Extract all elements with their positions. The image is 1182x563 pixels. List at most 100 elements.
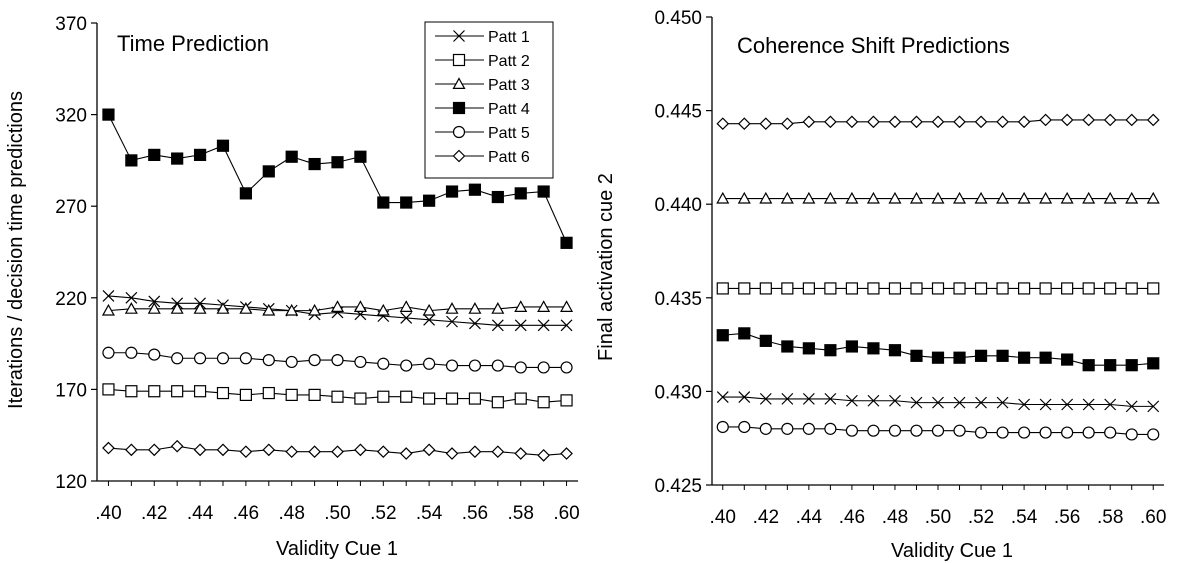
left-y-tick-label: 370 bbox=[55, 14, 87, 35]
right-x-tick-label: .58 bbox=[1097, 507, 1123, 528]
right-x-axis-label: Validity Cue 1 bbox=[891, 540, 1013, 562]
right-data-point bbox=[759, 392, 772, 405]
right-data-point bbox=[974, 282, 988, 295]
left-data-point bbox=[468, 302, 482, 314]
left-x-tick-label: .50 bbox=[324, 503, 350, 524]
right-y-tick-label: 0.440 bbox=[654, 195, 702, 216]
right-data-point bbox=[1147, 357, 1160, 370]
left-data-point bbox=[331, 390, 344, 403]
left-data-point bbox=[354, 443, 367, 457]
left-data-point bbox=[308, 303, 322, 316]
right-data-point bbox=[953, 396, 966, 409]
left-data-point bbox=[423, 313, 436, 326]
left-data-point bbox=[125, 346, 138, 359]
left-data-point bbox=[216, 443, 230, 457]
left-data-point bbox=[491, 302, 505, 314]
left-data-point bbox=[171, 152, 184, 165]
left-data-point bbox=[239, 187, 252, 200]
left-data-point bbox=[423, 357, 436, 370]
left-data-point bbox=[423, 392, 436, 405]
left-y-axis-label: Iterations / decision time predictions bbox=[5, 91, 27, 409]
right-data-point bbox=[888, 115, 902, 129]
left-data-point bbox=[125, 154, 138, 167]
right-data-point bbox=[781, 340, 794, 353]
left-data-point bbox=[422, 303, 436, 316]
left-data-point bbox=[445, 302, 459, 314]
left-data-point bbox=[445, 185, 459, 198]
right-data-point bbox=[738, 391, 751, 403]
left-data-point bbox=[376, 445, 390, 459]
right-data-point bbox=[1017, 282, 1031, 295]
left-data-point bbox=[399, 447, 413, 460]
left-data-point bbox=[354, 355, 367, 369]
right-data-point bbox=[1060, 113, 1074, 127]
right-data-point bbox=[737, 191, 751, 204]
right-data-point bbox=[802, 392, 815, 405]
right-data-point bbox=[1061, 282, 1074, 295]
right-data-point bbox=[823, 191, 837, 204]
left-data-point bbox=[377, 390, 390, 403]
left-data-point bbox=[193, 352, 207, 365]
left-data-point bbox=[125, 385, 138, 398]
legend-item: Patt 3 bbox=[435, 77, 530, 94]
left-data-point bbox=[147, 443, 161, 457]
left-data-point bbox=[377, 196, 390, 209]
right-data-point bbox=[866, 191, 880, 204]
right-x-tick-label: .48 bbox=[882, 507, 908, 528]
left-data-point bbox=[514, 447, 528, 460]
left-data-point bbox=[560, 447, 573, 460]
left-x-tick-label: .40 bbox=[95, 503, 121, 524]
right-data-point bbox=[974, 115, 988, 129]
left-data-point bbox=[422, 443, 436, 457]
legend-marker bbox=[452, 101, 466, 115]
right-data-point bbox=[996, 426, 1009, 439]
right-data-point bbox=[824, 344, 837, 357]
left-y-tick-label: 270 bbox=[55, 197, 87, 218]
left-data-point bbox=[308, 157, 321, 171]
left-data-point bbox=[102, 383, 115, 396]
legend-label: Patt 4 bbox=[488, 101, 530, 118]
legend-marker bbox=[453, 30, 465, 42]
legend-label: Patt 1 bbox=[488, 29, 530, 46]
left-data-point bbox=[491, 190, 504, 204]
right-data-point bbox=[1039, 426, 1052, 439]
left-data-point bbox=[148, 348, 161, 361]
left-data-point bbox=[377, 357, 390, 370]
left-data-point bbox=[285, 355, 298, 369]
right-data-point bbox=[781, 422, 794, 435]
left-data-point bbox=[285, 150, 298, 163]
right-data-point bbox=[1082, 191, 1096, 204]
left-data-point bbox=[102, 441, 115, 455]
right-y-tick-label: 0.425 bbox=[654, 476, 702, 497]
right-data-point bbox=[1125, 428, 1138, 441]
right-series-patt-3 bbox=[716, 191, 1160, 204]
right-data-point bbox=[716, 329, 729, 342]
left-data-point bbox=[491, 396, 504, 409]
right-data-point bbox=[1104, 426, 1117, 439]
right-data-point bbox=[1146, 113, 1160, 127]
right-data-point bbox=[759, 422, 772, 435]
left-series-patt-3 bbox=[101, 300, 574, 316]
left-data-point bbox=[285, 303, 299, 316]
right-data-point bbox=[953, 282, 966, 295]
right-data-point bbox=[867, 342, 880, 355]
left-data-point bbox=[216, 302, 230, 314]
right-data-point bbox=[867, 282, 880, 295]
right-data-point bbox=[845, 340, 859, 353]
left-data-point bbox=[331, 445, 344, 459]
left-x-tick-label: .58 bbox=[508, 503, 534, 524]
left-data-point bbox=[537, 396, 550, 409]
right-data-point bbox=[1039, 191, 1053, 204]
left-x-axis-label: Validity Cue 1 bbox=[276, 538, 398, 560]
right-data-point bbox=[1104, 398, 1117, 411]
right-data-point bbox=[888, 191, 902, 204]
left-data-point bbox=[216, 352, 230, 365]
left-data-point bbox=[239, 302, 253, 314]
right-data-point bbox=[781, 282, 794, 295]
right-data-point bbox=[975, 396, 987, 409]
left-y-tick-label: 220 bbox=[55, 289, 87, 310]
left-data-point bbox=[560, 361, 573, 374]
left-data-point bbox=[216, 139, 230, 152]
left-data-point bbox=[445, 392, 459, 405]
